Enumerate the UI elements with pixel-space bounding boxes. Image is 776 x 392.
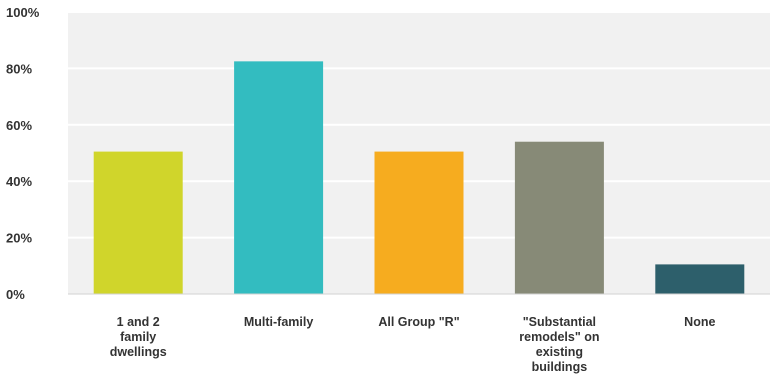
bars [93,61,745,294]
y-tick-label: 40% [6,174,32,189]
x-category-label: "Substantial remodels" on existing building… [519,315,599,374]
y-axis-tick-labels: 0% 20% 40% 60% 80% 100% [6,5,40,302]
x-category-label: None [684,315,715,329]
bar [514,141,604,294]
y-tick-label: 80% [6,61,32,76]
x-category-label: Multi-family [244,315,313,329]
y-tick-label: 100% [6,5,40,20]
y-tick-label: 20% [6,231,32,246]
x-category-label: All Group "R" [378,315,459,329]
bar [234,61,324,294]
bar [93,151,183,294]
bar [655,264,745,294]
y-tick-label: 60% [6,118,32,133]
x-category-label: 1 and 2 family dwellings [110,315,167,359]
y-tick-label: 0% [6,287,25,302]
bar [374,151,464,294]
x-axis-category-labels: 1 and 2 family dwellings Multi-family All Gr… [110,315,716,374]
